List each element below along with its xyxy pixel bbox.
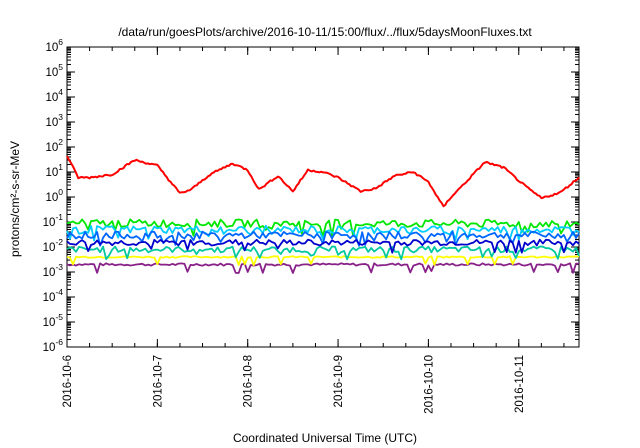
x-axis-label: Coordinated Universal Time (UTC): [233, 431, 417, 445]
y-tick-label: 10-6: [43, 337, 64, 354]
y-tick-exponent: 0: [58, 187, 63, 197]
y-tick-exponent: 4: [58, 87, 63, 97]
y-axis-label: protons/cm²-s-sr-MeV: [8, 141, 22, 257]
chart-title: /data/run/goesPlots/archive/2016-10-11/1…: [118, 25, 532, 39]
y-tick-label: 10-5: [43, 312, 64, 329]
y-tick-exponent: 1: [58, 162, 63, 172]
series-line: [66, 155, 580, 208]
y-tick-base: 10: [45, 42, 58, 54]
x-tick-label: 2016-10-8: [243, 355, 255, 407]
y-tick-base: 10: [45, 192, 58, 204]
x-tick-label: 2016-10-9: [333, 355, 345, 407]
y-tick-exponent: -2: [55, 237, 63, 247]
y-tick-base: 10: [45, 142, 58, 154]
y-tick-label: 106: [45, 37, 63, 54]
y-tick-label: 10-3: [43, 262, 64, 279]
y-tick-exponent: 2: [58, 137, 63, 147]
x-tick-label: 2016-10-10: [423, 355, 435, 414]
y-tick-label: 100: [45, 187, 63, 204]
y-tick-exponent: 3: [58, 112, 63, 122]
y-tick-label: 10-4: [43, 287, 64, 304]
series-line: [66, 245, 580, 261]
y-tick-exponent: -1: [55, 212, 63, 222]
y-tick-label: 10-1: [43, 212, 64, 229]
x-tick-label: 2016-10-7: [152, 355, 164, 407]
y-tick-label: 10-2: [43, 237, 64, 254]
y-tick-base: 10: [45, 92, 58, 104]
y-tick-exponent: -3: [55, 262, 63, 272]
y-tick-base: 10: [43, 317, 56, 329]
y-tick-exponent: -4: [55, 287, 63, 297]
y-tick-label: 105: [45, 62, 63, 79]
y-tick-exponent: -6: [55, 337, 63, 347]
series-line: [66, 224, 580, 242]
y-tick-exponent: 6: [58, 37, 63, 47]
y-tick-exponent: 5: [58, 62, 63, 72]
series-line: [66, 218, 580, 238]
y-tick-base: 10: [45, 117, 58, 129]
x-tick-label: 2016-10-11: [514, 355, 526, 413]
y-tick-base: 10: [45, 67, 58, 79]
y-tick-base: 10: [43, 242, 56, 254]
series-line: [66, 238, 580, 254]
y-tick-label: 102: [45, 137, 63, 154]
y-tick-base: 10: [43, 342, 56, 354]
y-tick-label: 101: [45, 162, 63, 179]
y-tick-base: 10: [43, 292, 56, 304]
y-tick-base: 10: [43, 267, 56, 279]
x-tick-label: 2016-10-6: [62, 355, 74, 407]
y-tick-label: 104: [45, 87, 63, 104]
y-tick-label: 103: [45, 112, 63, 129]
y-tick-exponent: -5: [55, 312, 63, 322]
y-tick-base: 10: [45, 167, 58, 179]
series-line: [66, 262, 579, 274]
plot-area: 10610510410310210110010-110-210-310-410-…: [43, 37, 580, 414]
plot-frame: [66, 46, 580, 348]
y-tick-base: 10: [43, 217, 56, 229]
series-line: [66, 255, 580, 267]
